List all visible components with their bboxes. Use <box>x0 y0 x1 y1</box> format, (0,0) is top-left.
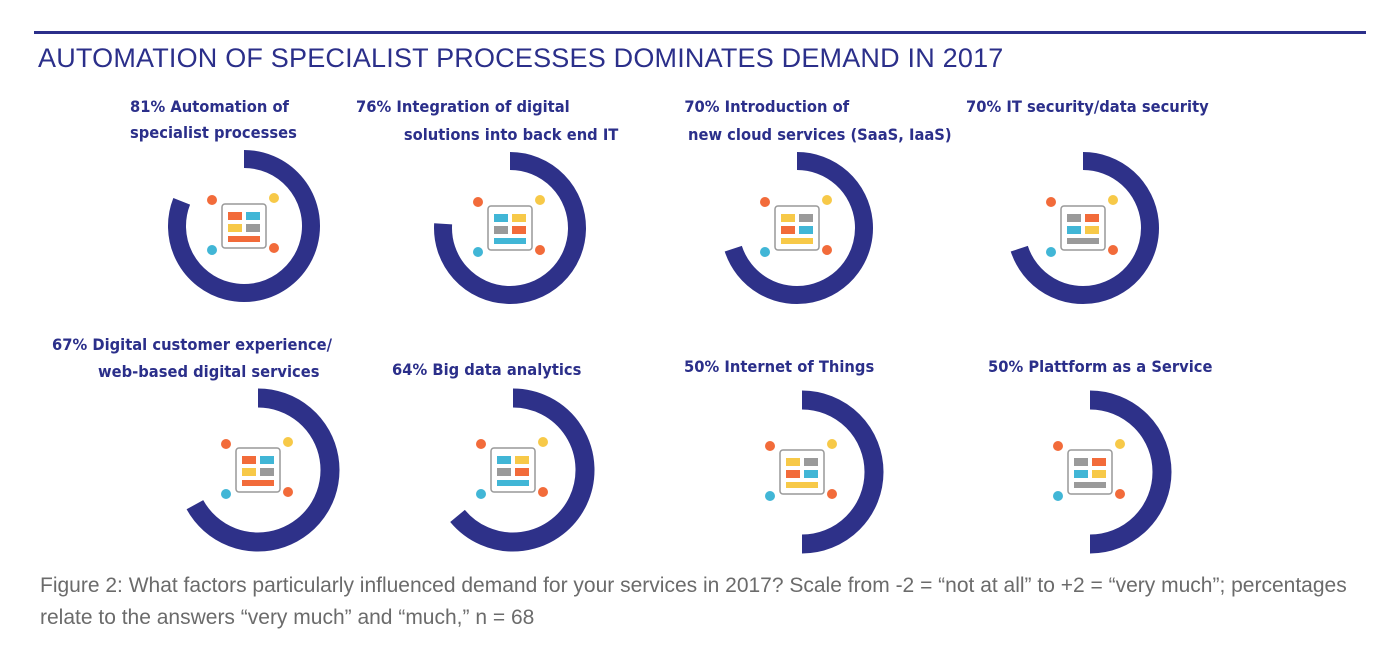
label-line: web-based digital services <box>98 362 320 381</box>
illustration-icon <box>765 439 837 501</box>
label-line: 70% IT security/data security <box>966 97 1209 116</box>
donut-arc <box>168 150 320 302</box>
label-line: 50% Plattform as a Service <box>988 357 1213 376</box>
title-rule <box>34 31 1366 34</box>
donut-arc <box>186 388 340 552</box>
label-6: 50% Internet of Things <box>684 354 874 380</box>
illustration-icon <box>473 195 545 257</box>
illustration-icon <box>221 437 293 499</box>
donut-4 <box>186 388 340 552</box>
illustration-icon <box>476 437 548 499</box>
donut-2 <box>724 152 873 304</box>
label-5: 64% Big data analytics <box>392 357 581 383</box>
illustration-icon <box>1053 439 1125 501</box>
donut-arc <box>450 388 595 552</box>
label-line: specialist processes <box>130 123 297 142</box>
illustration-icon <box>207 193 279 255</box>
label-line: 70% Introduction of <box>684 97 850 116</box>
label-line: new cloud services (SaaS, IaaS) <box>688 125 952 144</box>
donut-arc <box>1089 390 1172 554</box>
donut-3 <box>1010 152 1159 304</box>
donut-1 <box>434 152 586 304</box>
figure-caption: Figure 2: What factors particularly infl… <box>40 574 1347 629</box>
label-line: 64% Big data analytics <box>392 360 582 379</box>
donut-arc <box>434 152 586 304</box>
donut-5 <box>450 388 595 552</box>
label-3: 70% IT security/data security <box>966 94 1209 120</box>
illustration-icon <box>1046 195 1118 257</box>
label-line: 81% Automation of <box>130 97 289 116</box>
label-2: 70% Introduction of new cloud services (S… <box>684 94 952 148</box>
label-7: 50% Plattform as a Service <box>988 354 1213 380</box>
label-1: 76% Integration of digital solutions into… <box>356 94 618 148</box>
label-line: 76% Integration of digital <box>356 97 570 116</box>
donut-6 <box>765 390 884 554</box>
label-line: 67% Digital customer experience/ <box>52 335 333 354</box>
illustration-icon <box>760 195 832 257</box>
page-title: AUTOMATION OF SPECIALIST PROCESSES DOMIN… <box>38 43 1004 73</box>
donut-arc <box>801 390 884 554</box>
donut-arc <box>1010 152 1159 304</box>
donut-arc <box>724 152 873 304</box>
label-4: 67% Digital customer experience/web-base… <box>52 332 332 385</box>
label-0: 81% Automation of specialist processes <box>130 94 297 146</box>
label-line: 50% Internet of Things <box>684 357 875 376</box>
donut-0 <box>168 150 320 302</box>
donut-7 <box>1053 390 1172 554</box>
label-line: solutions into back end IT <box>403 125 619 144</box>
